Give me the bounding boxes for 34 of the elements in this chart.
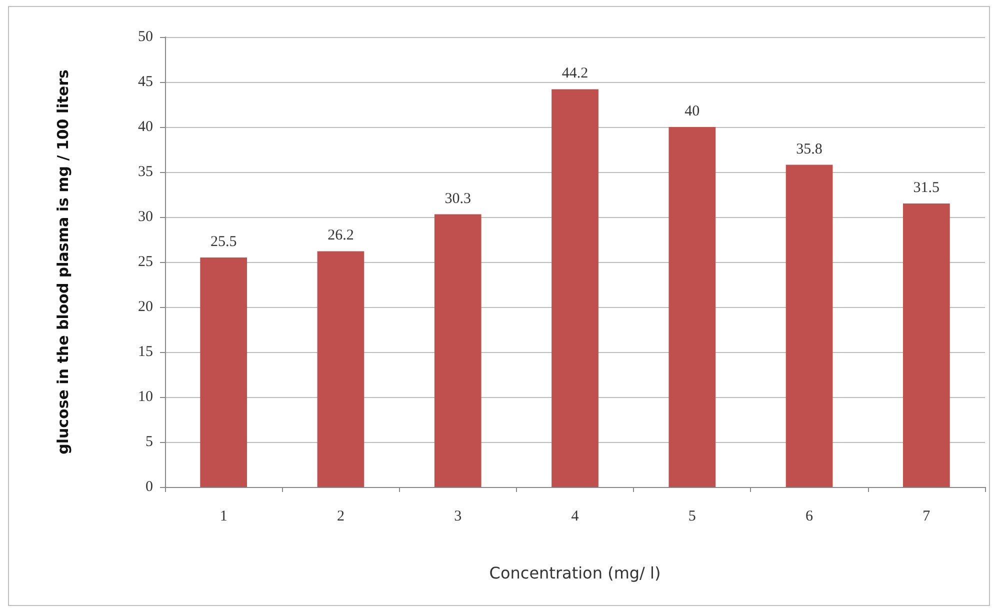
bar — [317, 251, 364, 487]
y-axis-title: glucose in the blood plasma is mg / 100 liters — [54, 70, 72, 454]
y-tick-label: 15 — [138, 344, 153, 360]
y-tick-label: 50 — [138, 29, 153, 45]
data-label: 25.5 — [210, 234, 237, 250]
bar — [786, 164, 833, 487]
y-tick-label: 0 — [146, 479, 153, 495]
y-tick-label: 30 — [138, 209, 153, 225]
data-label: 26.2 — [328, 228, 354, 244]
y-tick-label: 45 — [138, 74, 153, 90]
x-tick-label: 3 — [454, 508, 462, 524]
x-axis-title: Concentration (mg/ l) — [489, 564, 661, 582]
y-tick-label: 35 — [138, 164, 153, 180]
y-tick-label: 20 — [138, 299, 153, 315]
y-tick-label: 25 — [138, 254, 153, 270]
bar — [434, 214, 482, 487]
data-label: 31.5 — [913, 180, 940, 196]
x-tick-label: 7 — [922, 508, 931, 524]
data-label: 35.8 — [796, 141, 822, 158]
bar — [552, 89, 598, 487]
bar — [200, 258, 247, 487]
y-tick-label: 5 — [146, 434, 153, 450]
x-tick-label: 1 — [220, 508, 228, 524]
x-tick-label: 5 — [688, 508, 696, 524]
x-tick-label: 4 — [571, 508, 580, 524]
data-label: 40 — [684, 104, 700, 120]
y-tick-label: 10 — [138, 389, 153, 405]
x-tick-label: 2 — [336, 508, 344, 524]
bar — [903, 204, 950, 487]
data-label: 30.3 — [444, 190, 471, 207]
x-tick-label: 6 — [806, 508, 814, 524]
y-tick-label: 40 — [138, 119, 153, 135]
bar — [668, 127, 716, 487]
data-label: 44.2 — [562, 66, 588, 82]
